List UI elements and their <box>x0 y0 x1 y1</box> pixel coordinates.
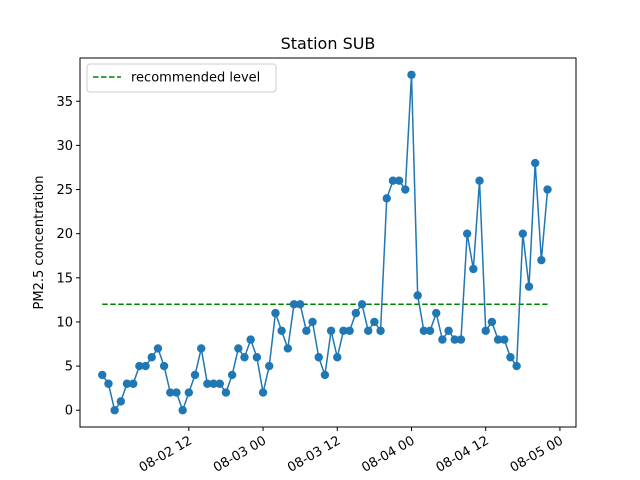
x-tick-label: 08-03 12 <box>285 433 343 475</box>
data-point <box>271 308 280 318</box>
data-point <box>357 300 367 309</box>
data-point <box>345 326 354 335</box>
data-point <box>141 361 150 371</box>
data-point <box>221 388 231 397</box>
data-point <box>166 388 175 397</box>
data-point <box>147 353 156 362</box>
data-point <box>215 379 224 388</box>
y-axis-label: PM2.5 concentration <box>32 176 47 310</box>
data-point <box>283 344 292 353</box>
y-tick-label: 25 <box>56 183 73 198</box>
data-point <box>462 229 472 238</box>
data-point <box>295 300 305 309</box>
data-point <box>209 379 218 388</box>
x-tick-label: 08-04 12 <box>434 433 492 475</box>
y-tick-label: 15 <box>56 271 73 286</box>
legend: recommended level <box>86 63 277 93</box>
data-point <box>98 370 107 380</box>
data-point <box>314 353 323 362</box>
x-tick-label: 08-02 12 <box>137 433 195 475</box>
data-point <box>394 176 404 185</box>
x-axis-ticks: 08-02 12 08-03 00 08-03 12 08-04 00 08-04 12… <box>137 427 566 476</box>
data-point <box>240 353 249 362</box>
data-point <box>339 326 348 335</box>
x-tick-label: 08-03 00 <box>211 433 269 475</box>
data-point <box>524 282 534 291</box>
data-point <box>388 176 398 185</box>
data-point <box>413 291 422 300</box>
data-point <box>530 158 540 168</box>
data-point <box>128 379 138 388</box>
data-point <box>475 176 484 185</box>
data-point <box>184 388 194 397</box>
data-point <box>450 335 459 344</box>
data-point <box>277 326 286 335</box>
series-layer <box>98 70 552 415</box>
x-tick-label: 08-05 00 <box>508 433 566 475</box>
data-point <box>333 353 342 362</box>
data-point <box>518 229 528 238</box>
data-point <box>302 326 311 335</box>
data-point <box>104 379 113 388</box>
data-point <box>326 326 336 335</box>
y-tick-label: 30 <box>56 139 73 154</box>
data-point <box>289 300 299 309</box>
data-point <box>469 264 478 274</box>
y-tick-label: 20 <box>56 227 73 242</box>
data-point <box>258 388 268 397</box>
data-point <box>190 370 200 380</box>
data-point <box>500 335 509 344</box>
legend-box <box>86 63 277 93</box>
data-point <box>153 344 163 353</box>
data-point <box>122 379 132 388</box>
data-point <box>364 326 373 335</box>
y-tick-label: 0 <box>65 404 73 419</box>
data-point <box>320 370 330 380</box>
data-point <box>178 406 187 415</box>
data-point <box>382 194 391 203</box>
data-point <box>116 397 126 406</box>
data-point <box>438 335 447 344</box>
data-point <box>159 361 169 371</box>
data-point <box>172 388 181 397</box>
legend-label-recommended-level: recommended level <box>131 71 260 86</box>
data-point <box>419 326 429 335</box>
data-point <box>401 185 410 194</box>
data-point <box>543 185 552 194</box>
data-point <box>506 353 515 362</box>
y-tick-label: 5 <box>65 360 73 375</box>
data-point <box>110 406 119 415</box>
data-point <box>370 317 379 327</box>
data-point <box>425 326 435 335</box>
data-point <box>481 326 490 335</box>
series-line <box>101 74 549 411</box>
y-tick-label: 35 <box>56 95 73 110</box>
data-point <box>493 335 503 344</box>
data-point <box>512 361 521 371</box>
data-point <box>203 379 212 388</box>
data-point <box>444 326 453 335</box>
data-point <box>376 326 385 335</box>
data-point <box>227 370 237 380</box>
chart-title: Station SUB <box>281 34 376 53</box>
x-tick-label: 08-04 00 <box>359 433 417 475</box>
y-tick-label: 10 <box>56 315 73 330</box>
data-point <box>351 308 361 318</box>
data-point <box>234 344 243 353</box>
data-point <box>197 344 206 353</box>
data-point <box>487 317 497 327</box>
y-axis-ticks: 0 5 10 15 20 25 30 35 <box>56 95 80 419</box>
data-point <box>537 255 546 265</box>
data-point <box>135 361 144 371</box>
plot-area-frame <box>79 57 577 428</box>
data-point <box>432 308 441 318</box>
data-point <box>456 335 466 344</box>
data-point <box>308 317 317 327</box>
data-point <box>265 361 274 371</box>
data-point <box>246 335 255 344</box>
data-point <box>407 70 416 79</box>
data-point <box>252 353 262 362</box>
